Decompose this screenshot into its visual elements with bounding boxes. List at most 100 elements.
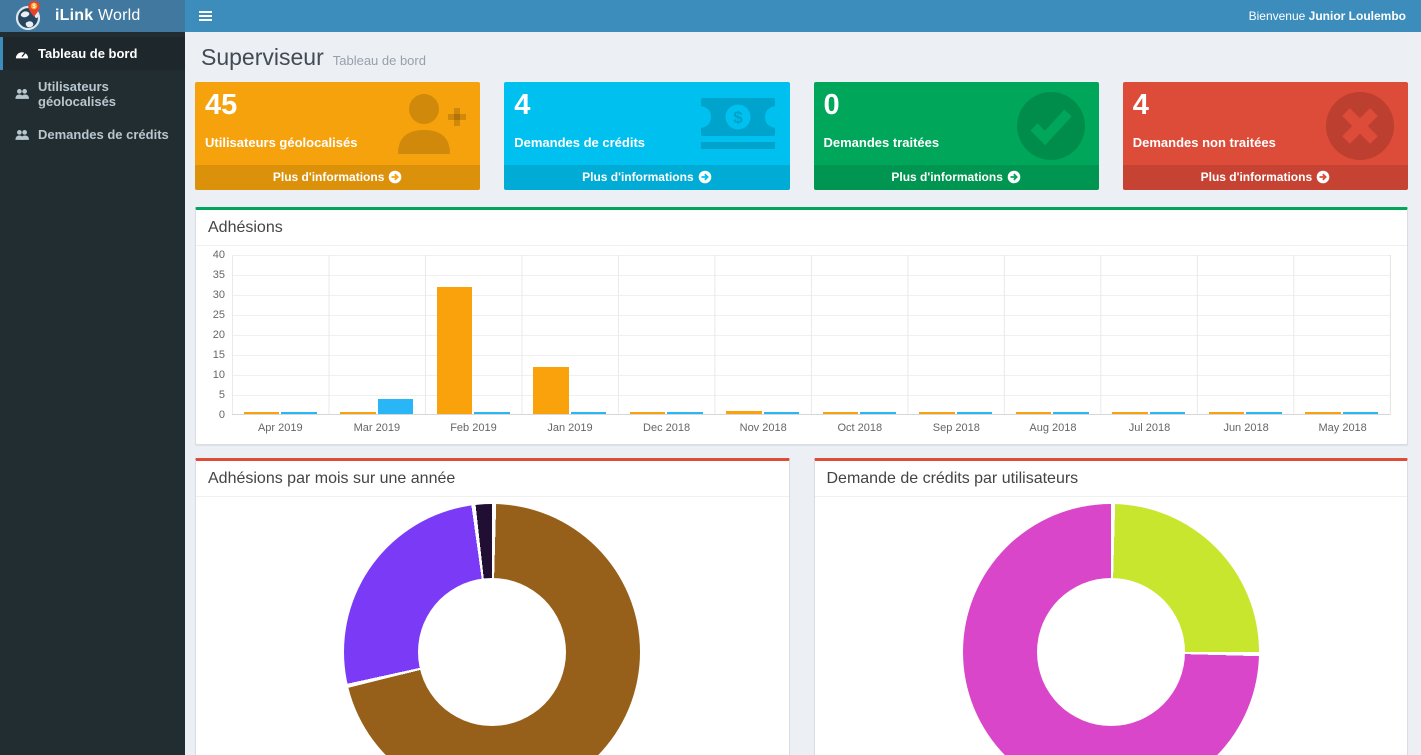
user-menu[interactable]: Bienvenue Junior Loulembo (1249, 9, 1421, 23)
page-title: Superviseur (201, 44, 324, 70)
bar-adhesions-orange (436, 287, 473, 415)
x-axis-tick-label: Mar 2019 (353, 422, 401, 434)
bar-adhesions-blue (860, 412, 896, 415)
stat-box: 4 Demandes non traitées Plus d'informati… (1122, 82, 1408, 190)
donut-card: Demande de crédits par utilisateurs (813, 458, 1408, 755)
donut-card: Adhésions par mois sur une année (195, 458, 790, 755)
donut-hole (1036, 578, 1185, 726)
bar-adhesions-orange (629, 412, 666, 415)
stat-label: Demandes de crédits (514, 135, 646, 151)
bar-adhesions-orange (726, 411, 762, 415)
x-axis-tick-label: Nov 2018 (739, 422, 787, 434)
donut-card-header: Adhésions par mois sur une année (196, 461, 789, 497)
sidebar-item-label: Demandes de crédits (38, 127, 169, 142)
bar-group (618, 255, 715, 415)
y-axis-tick-label: 40 (212, 249, 225, 261)
stat-box-more-link[interactable]: Plus d'informations (195, 165, 481, 190)
x-axis-tick-label: Oct 2018 (837, 422, 883, 434)
bar-adhesions-orange (1112, 412, 1148, 415)
bar-group (908, 255, 1005, 415)
stat-box-more-link[interactable]: Plus d'informations (813, 165, 1099, 190)
donut-card-header: Demande de crédits par utilisateurs (814, 461, 1407, 497)
stat-label: Demandes traitées (823, 135, 940, 151)
sidebar-item-tableau-de-bord[interactable]: Tableau de bord (0, 37, 185, 70)
top-navbar: $ iLink World Bienvenue Junior Loulembo (0, 0, 1421, 32)
bar-adhesions-orange (1208, 412, 1245, 415)
x-axis-tick-label: Apr 2019 (257, 422, 303, 434)
bar-adhesions-blue (1149, 412, 1186, 415)
donut-chart-title: Adhésions par mois sur une année (208, 470, 456, 487)
y-axis-tick-label: 30 (212, 289, 225, 301)
donut-hole (418, 578, 567, 726)
bar-adhesions-blue (1342, 412, 1379, 415)
stat-label: Utilisateurs géolocalisés (205, 135, 358, 151)
brand-name: iLink World (55, 7, 141, 24)
svg-text:$: $ (733, 108, 743, 127)
bar-adhesions-orange (822, 412, 859, 415)
x-axis-tick-label: Feb 2019 (450, 422, 497, 434)
donut-cards-row: Adhésions par mois sur une année Demande… (195, 458, 1408, 755)
stat-box-more-link[interactable]: Plus d'informations (504, 165, 790, 190)
bar-group (1101, 255, 1198, 415)
stat-value: 4 (1132, 89, 1149, 121)
y-axis-tick-label: 0 (218, 409, 225, 421)
more-info-label: Plus d'informations (891, 170, 1003, 184)
stat-box: 4 Demandes de crédits $ Plus d'informati… (504, 82, 790, 190)
bar-adhesions-orange (533, 367, 569, 415)
stat-box-more-link[interactable]: Plus d'informations (1122, 165, 1408, 190)
bar-adhesions-blue (570, 412, 607, 415)
sidebar-item-demandes-de-credits[interactable]: Demandes de crédits (0, 118, 185, 151)
stat-boxes-row: 45 Utilisateurs géolocalisés Plus d'info… (195, 82, 1408, 190)
bar-group (715, 255, 812, 415)
users-icon (15, 129, 29, 140)
x-axis-tick-label: Jun 2018 (1223, 422, 1269, 434)
sidebar-item-utilisateurs-geolocalises[interactable]: Utilisateurs géolocalisés (0, 70, 185, 118)
sidebar-toggle-button[interactable] (185, 0, 225, 32)
x-axis-tick-label: Jul 2018 (1128, 422, 1171, 434)
x-axis-tick-label: Jan 2019 (547, 422, 593, 434)
bar-adhesions-blue (667, 412, 703, 415)
sidebar-item-label: Tableau de bord (38, 46, 138, 61)
bar-group (1004, 255, 1101, 415)
y-axis-tick-label: 5 (218, 389, 225, 401)
stat-value: 4 (514, 89, 531, 121)
donut-chart (962, 504, 1259, 755)
dashboard-icon (15, 51, 29, 58)
svg-text:$: $ (32, 4, 36, 10)
users-icon (15, 89, 29, 99)
more-info-label: Plus d'informations (582, 170, 694, 184)
bar-group (425, 255, 522, 415)
bar-chart-y-axis: 40 35 30 25 20 15 10 5 0 (204, 249, 232, 421)
brand-logo[interactable]: $ iLink World (0, 0, 185, 32)
stat-value: 0 (823, 89, 840, 121)
bar-adhesions-blue (1246, 412, 1282, 415)
donut-chart (344, 504, 641, 755)
user-plus-icon (398, 94, 467, 154)
bar-adhesions-orange (340, 412, 376, 415)
bar-group (1197, 255, 1294, 415)
stat-box: 0 Demandes traitées Plus d'informations (813, 82, 1099, 190)
y-axis-tick-label: 10 (212, 369, 225, 381)
donut-chart-title: Demande de crédits par utilisateurs (826, 470, 1079, 487)
arrow-circle-right-icon (389, 170, 402, 184)
main-content: Superviseur Tableau de bord 45 Utilisate… (185, 32, 1421, 755)
stat-value: 45 (205, 89, 238, 121)
user-name: Junior Loulembo (1308, 9, 1406, 23)
bar-adhesions-blue (377, 399, 414, 415)
arrow-circle-right-icon (1316, 170, 1330, 184)
bar-group (1294, 255, 1391, 415)
y-axis-tick-label: 25 (212, 309, 225, 321)
bar-chart-bars (232, 255, 1390, 415)
bar-chart-plot-area (232, 255, 1391, 415)
breadcrumb: Tableau de bord (332, 53, 426, 68)
stat-label: Demandes non traitées (1132, 135, 1276, 151)
welcome-label: Bienvenue (1248, 9, 1306, 23)
bar-group (232, 255, 329, 415)
x-axis-tick-label: Sep 2018 (932, 422, 980, 434)
bar-adhesions-blue (281, 412, 317, 415)
arrow-circle-right-icon (1007, 170, 1021, 184)
bar-chart-card-header: Adhésions (196, 210, 1407, 246)
bar-chart: 40 35 30 25 20 15 10 5 0 Apr 2019 Mar 2019 Feb 201… (204, 249, 1391, 434)
arrow-circle-right-icon (698, 170, 711, 184)
bar-group (811, 255, 908, 415)
